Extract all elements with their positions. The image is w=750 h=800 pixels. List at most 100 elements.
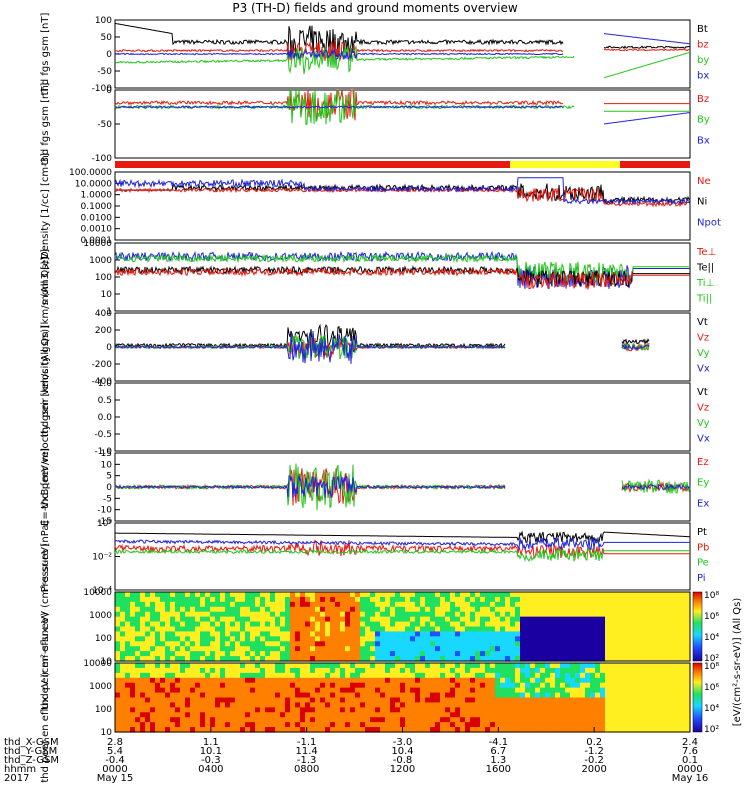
heatmap-cell (285, 606, 291, 613)
heatmap-cell (295, 717, 301, 723)
heatmap-cell (625, 616, 631, 623)
colorbar-tick: 10² (704, 654, 719, 664)
heatmap-cell (240, 663, 246, 669)
heatmap-cell (520, 592, 526, 598)
heatmap-cell (285, 592, 291, 598)
heatmap-cell (420, 626, 426, 633)
heatmap-cell (665, 672, 671, 679)
heatmap-cell (120, 663, 126, 669)
heatmap-cell (140, 621, 146, 628)
heatmap-cell (370, 722, 376, 728)
ytick-label: 10000 (83, 659, 112, 669)
heatmap-cell (365, 692, 371, 699)
heatmap-cell (525, 596, 531, 603)
heatmap-cell (330, 606, 336, 613)
heatmap-cell (350, 616, 356, 623)
heatmap-cell (670, 641, 676, 647)
heatmap-cell (435, 636, 441, 642)
heatmap-cell (315, 677, 321, 684)
heatmap-cell (595, 677, 601, 684)
heatmap-cell (140, 672, 146, 679)
heatmap-cell (135, 651, 141, 657)
heatmap-cell (165, 651, 171, 657)
heatmap-cell (470, 592, 476, 598)
heatmap-cell (300, 626, 306, 633)
heatmap-cell (665, 727, 671, 733)
heatmap-cell (265, 646, 271, 652)
heatmap-cell (650, 621, 656, 628)
heatmap-cell (625, 621, 631, 628)
heatmap-cell (230, 677, 236, 684)
heatmap-cell (430, 717, 436, 723)
heatmap-cell (175, 663, 181, 669)
heatmap-cell (580, 667, 586, 674)
heatmap-cell (275, 646, 281, 652)
heatmap-cell (205, 601, 211, 608)
heatmap-cell (545, 702, 551, 708)
heatmap-cell (575, 727, 581, 733)
heatmap-cell (355, 631, 361, 637)
heatmap-cell (265, 697, 271, 704)
heatmap-cell (665, 717, 671, 723)
heatmap-cell (360, 687, 366, 694)
heatmap-cell (490, 672, 496, 679)
heatmap-cell (305, 712, 311, 718)
heatmap-cell (505, 663, 511, 669)
heatmap-cell (575, 616, 581, 623)
heatmap-cell (555, 611, 561, 618)
heatmap-cell (125, 592, 131, 598)
heatmap-cell (630, 646, 636, 652)
heatmap-cell (205, 596, 211, 603)
heatmap-cell (400, 611, 406, 618)
legend-Ne: Ne (697, 176, 711, 187)
heatmap-cell (540, 663, 546, 669)
heatmap-cell (445, 646, 451, 652)
heatmap-cell (360, 672, 366, 679)
heatmap-cell (210, 702, 216, 708)
heatmap-cell (580, 677, 586, 684)
heatmap-cell (650, 646, 656, 652)
heatmap-cell (130, 656, 136, 662)
heatmap-cell (325, 641, 331, 647)
heatmap-cell (480, 717, 486, 723)
heatmap-cell (620, 677, 626, 684)
heatmap-cell (285, 656, 291, 662)
heatmap-cell (380, 687, 386, 694)
heatmap-cell (245, 621, 251, 628)
heatmap-cell (635, 722, 641, 728)
heatmap-cell (115, 667, 121, 674)
heatmap-cell (145, 656, 151, 662)
heatmap-cell (150, 646, 156, 652)
heatmap-cell (115, 677, 121, 684)
heatmap-cell (375, 722, 381, 728)
heatmap-cell (460, 707, 466, 713)
heatmap-cell (555, 621, 561, 628)
heatmap-cell (130, 621, 136, 628)
heatmap-cell (455, 631, 461, 637)
heatmap-cell (385, 663, 391, 669)
heatmap-cell (140, 702, 146, 708)
heatmap-cell (275, 616, 281, 623)
heatmap-cell (430, 687, 436, 694)
heatmap-cell (625, 663, 631, 669)
heatmap-cell (635, 601, 641, 608)
heatmap-cell (155, 631, 161, 637)
heatmap-cell (465, 656, 471, 662)
heatmap-cell (230, 626, 236, 633)
heatmap-cell (500, 606, 506, 613)
heatmap-cell (615, 667, 621, 674)
heatmap-cell (220, 606, 226, 613)
heatmap-cell (680, 611, 686, 618)
heatmap-cell (415, 717, 421, 723)
xaxis-cell: 7.6 (682, 746, 698, 757)
ytick-label: -50 (97, 67, 112, 77)
heatmap-cell (260, 631, 266, 637)
heatmap-cell (380, 692, 386, 699)
heatmap-cell (390, 692, 396, 699)
heatmap-cell (240, 641, 246, 647)
heatmap-cell (680, 616, 686, 623)
heatmap-cell (625, 636, 631, 642)
heatmap-cell (530, 667, 536, 674)
heatmap-cell (330, 616, 336, 623)
heatmap-cell (435, 687, 441, 694)
